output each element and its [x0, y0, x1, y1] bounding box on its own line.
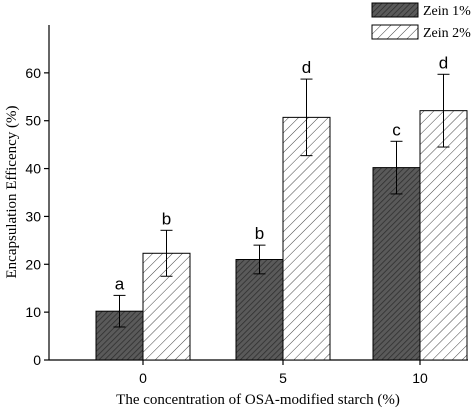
significance-letter: b	[255, 224, 264, 243]
legend-label-zein-1: Zein 1%	[423, 4, 471, 19]
y-tick-label: 40	[25, 161, 41, 177]
significance-letter: a	[115, 274, 125, 293]
legend-label-zein-2: Zein 2%	[423, 26, 471, 41]
y-tick-label: 0	[33, 352, 41, 368]
significance-letter: d	[302, 58, 311, 77]
y-tick-label: 10	[25, 304, 41, 320]
bar-zein-1-5	[235, 259, 284, 361]
legend: Zein 1% Zein 2%	[371, 2, 471, 41]
x-tick-label: 0	[139, 370, 147, 386]
x-axis-ticks: 0 5 10	[139, 360, 428, 386]
y-tick-label: 60	[25, 65, 41, 81]
bar-series-group: a b b d c d	[95, 53, 468, 361]
legend-swatch-zein-2	[371, 24, 419, 40]
bar-zein-1-10	[372, 167, 421, 361]
x-axis-title: The concentration of OSA-modified starch…	[116, 392, 400, 408]
significance-letter: c	[392, 120, 401, 139]
significance-letter: d	[439, 53, 448, 72]
legend-swatch-zein-1	[371, 2, 419, 18]
y-tick-label: 30	[25, 208, 41, 224]
y-tick-label: 50	[25, 113, 41, 129]
bar-zein-2-10	[419, 110, 468, 361]
y-axis-ticks: 0 10 20 30 40 50 60	[25, 65, 49, 368]
x-tick-label: 10	[412, 370, 428, 386]
significance-letter: b	[162, 209, 171, 228]
x-tick-label: 5	[279, 370, 287, 386]
y-axis-title: Encapsulation Efficency (%)	[4, 106, 20, 279]
y-tick-label: 20	[25, 256, 41, 272]
